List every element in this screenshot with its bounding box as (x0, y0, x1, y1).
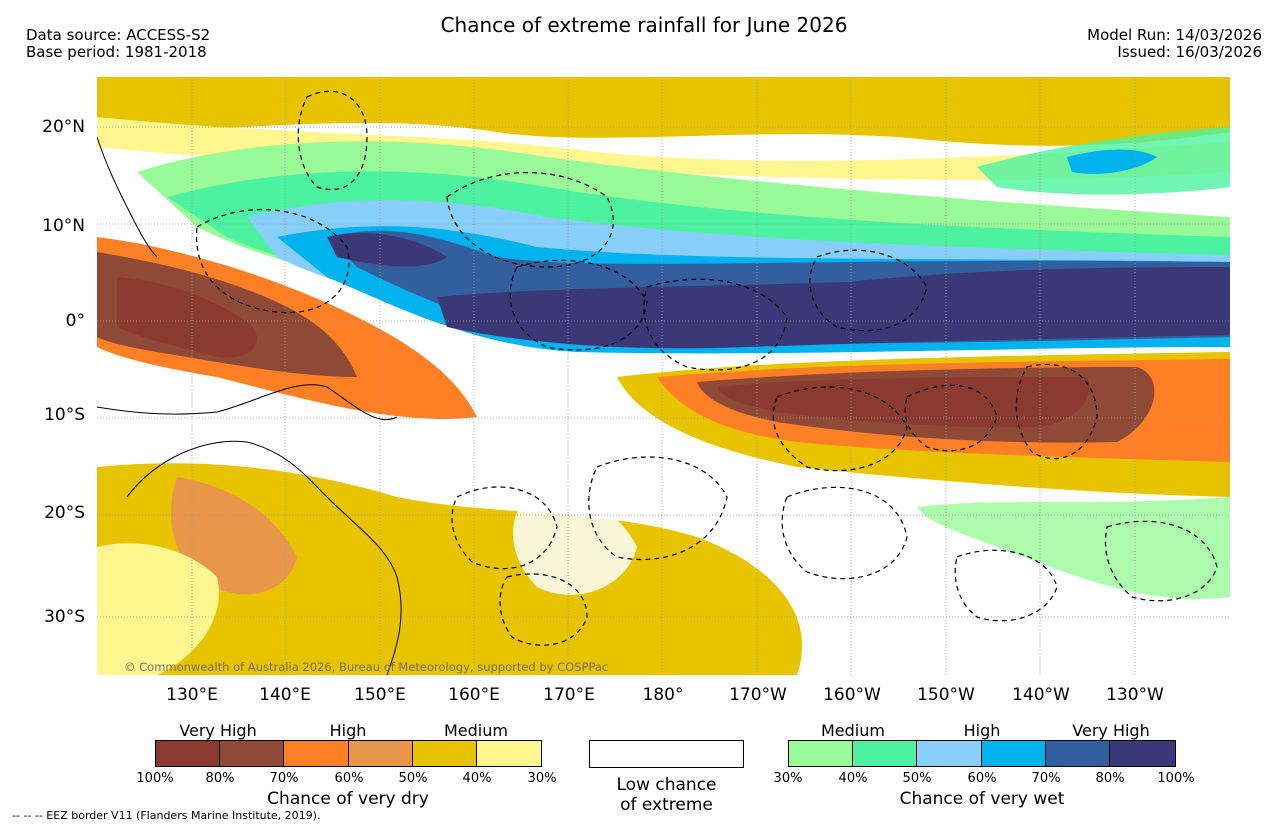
header-right: Model Run: 14/03/2026 Issued: 16/03/2026 (1087, 27, 1262, 61)
lon-label-130e: 130°E (166, 685, 218, 705)
copyright-text: © Commonwealth of Australia 2026, Bureau… (124, 660, 609, 674)
south-darkbrown-band (717, 377, 1090, 428)
wet-tick: 80% (1095, 771, 1125, 786)
lat-label-0: 0° (65, 311, 85, 331)
dry-swatch-2 (220, 740, 284, 767)
dry-heading-very-high: Very High (179, 721, 257, 740)
map-title: Chance of extreme rainfall for June 2026 (440, 13, 848, 37)
issued-text: Issued: 16/03/2026 (1117, 43, 1262, 61)
lon-label-160e: 160°E (448, 685, 500, 705)
lat-label-10n: 10°N (42, 216, 85, 236)
lon-label-150e: 150°E (354, 685, 406, 705)
lat-label-10s: 10°S (44, 405, 85, 425)
central-white-gap (513, 494, 637, 595)
lon-label-160w: 160°W (823, 685, 881, 705)
data-source-text: Data source: ACCESS-S2 (26, 26, 211, 44)
lon-label-170e: 170°E (543, 685, 595, 705)
lon-label-140w: 140°W (1012, 685, 1070, 705)
map-canvas (97, 77, 1230, 675)
wet-swatch-1 (788, 740, 853, 767)
dry-caption: Chance of very dry (267, 789, 429, 809)
map-gridlines (97, 77, 1230, 675)
dry-tick: 60% (334, 771, 364, 786)
wet-swatch-3 (917, 740, 982, 767)
lat-label-30s: 30°S (44, 607, 85, 627)
lon-label-140e: 140°E (259, 685, 311, 705)
dry-heading-medium: Medium (444, 721, 508, 740)
dry-heading-high: High (329, 721, 367, 740)
lon-label-170w: 170°W (729, 685, 787, 705)
low-chance-label: Low chance of extreme (575, 775, 758, 815)
low-chance-line1: Low chance (616, 775, 717, 795)
eez-footnote: -- -- -- EEZ border V11 (Flanders Marine… (12, 809, 321, 822)
rainfall-map: © Commonwealth of Australia 2026, Bureau… (97, 77, 1230, 675)
header-left: Data source: ACCESS-S2 Base period: 1981… (26, 27, 210, 61)
dry-tick: 100% (136, 771, 174, 786)
dry-tick: 80% (205, 771, 235, 786)
lat-label-20n: 20°N (42, 117, 85, 137)
wet-tick: 40% (838, 771, 868, 786)
southeast-wet-green (917, 497, 1230, 599)
lon-label-150w: 150°W (917, 685, 975, 705)
dry-swatch-6 (477, 740, 542, 767)
dry-tick: 30% (527, 771, 557, 786)
wet-tick: 60% (967, 771, 997, 786)
wet-heading-very-high: Very High (1072, 721, 1150, 740)
dry-tick: 40% (462, 771, 492, 786)
wet-navy-west (327, 233, 447, 267)
lon-label-180: 180° (642, 685, 684, 705)
australia-yellow-dry (97, 463, 803, 675)
wet-heading-medium: Medium (821, 721, 885, 740)
wet-swatch-5 (1046, 740, 1110, 767)
dry-swatch-3 (284, 740, 349, 767)
dry-tick: 70% (269, 771, 299, 786)
dry-swatch-1 (155, 740, 220, 767)
wet-swatch-4 (982, 740, 1046, 767)
northeast-wet-blue (1067, 149, 1157, 174)
dry-swatch-5 (413, 740, 477, 767)
wet-swatch-6 (1110, 740, 1176, 767)
west-darkbrown-dry (117, 277, 257, 358)
australia-white-gap (97, 543, 219, 675)
base-period-text: Base period: 1981-2018 (26, 43, 207, 61)
wet-tick: 70% (1031, 771, 1061, 786)
low-chance-swatch (589, 740, 744, 768)
wet-heading-high: High (963, 721, 1001, 740)
lon-label-130w: 130°W (1106, 685, 1164, 705)
eez-borders (195, 90, 1218, 646)
model-run-text: Model Run: 14/03/2026 (1087, 26, 1262, 44)
coastlines (97, 136, 402, 675)
wet-caption: Chance of very wet (899, 789, 1065, 809)
low-chance-line2: of extreme (620, 795, 713, 815)
wet-tick: 50% (902, 771, 932, 786)
dry-swatch-4 (349, 740, 413, 767)
north-dry-band (97, 77, 1230, 146)
wet-tick: 100% (1157, 771, 1195, 786)
dry-tick: 50% (398, 771, 428, 786)
wet-swatch-2 (853, 740, 917, 767)
lat-label-20s: 20°S (44, 503, 85, 523)
wet-tick: 30% (773, 771, 803, 786)
